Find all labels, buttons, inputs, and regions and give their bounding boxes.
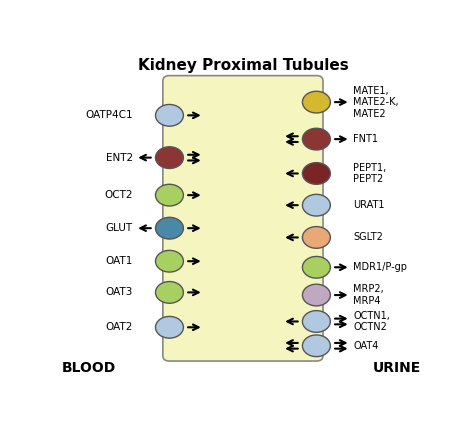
Text: SGLT2: SGLT2	[353, 232, 383, 242]
Text: OAT4: OAT4	[353, 341, 379, 351]
Text: FNT1: FNT1	[353, 134, 378, 144]
Text: GLUT: GLUT	[106, 223, 133, 233]
Circle shape	[302, 256, 330, 278]
Text: OAT2: OAT2	[105, 322, 133, 332]
Text: BLOOD: BLOOD	[62, 361, 116, 375]
Text: MDR1/P-gp: MDR1/P-gp	[353, 262, 407, 272]
Text: ENT2: ENT2	[106, 153, 133, 162]
Circle shape	[155, 184, 183, 206]
Circle shape	[155, 104, 183, 126]
Text: OCT2: OCT2	[104, 190, 133, 200]
Circle shape	[302, 162, 330, 184]
Text: URINE: URINE	[373, 361, 421, 375]
FancyBboxPatch shape	[163, 76, 323, 361]
Text: OAT3: OAT3	[105, 287, 133, 297]
Circle shape	[155, 250, 183, 272]
Circle shape	[302, 227, 330, 248]
Text: OATP4C1: OATP4C1	[85, 110, 133, 120]
Text: OAT1: OAT1	[105, 256, 133, 266]
Circle shape	[302, 194, 330, 216]
Circle shape	[302, 284, 330, 306]
Text: OCTN1,
OCTN2: OCTN1, OCTN2	[353, 310, 390, 332]
Text: URAT1: URAT1	[353, 200, 384, 210]
Circle shape	[302, 310, 330, 332]
Circle shape	[302, 335, 330, 357]
Circle shape	[302, 91, 330, 113]
Circle shape	[302, 128, 330, 150]
Text: Kidney Proximal Tubules: Kidney Proximal Tubules	[137, 58, 348, 73]
Text: MATE1,
MATE2-K,
MATE2: MATE1, MATE2-K, MATE2	[353, 85, 399, 119]
Circle shape	[155, 147, 183, 168]
Circle shape	[155, 217, 183, 239]
Text: MRP2,
MRP4: MRP2, MRP4	[353, 284, 384, 306]
Circle shape	[155, 282, 183, 303]
Circle shape	[155, 316, 183, 338]
Text: PEPT1,
PEPT2: PEPT1, PEPT2	[353, 163, 386, 184]
